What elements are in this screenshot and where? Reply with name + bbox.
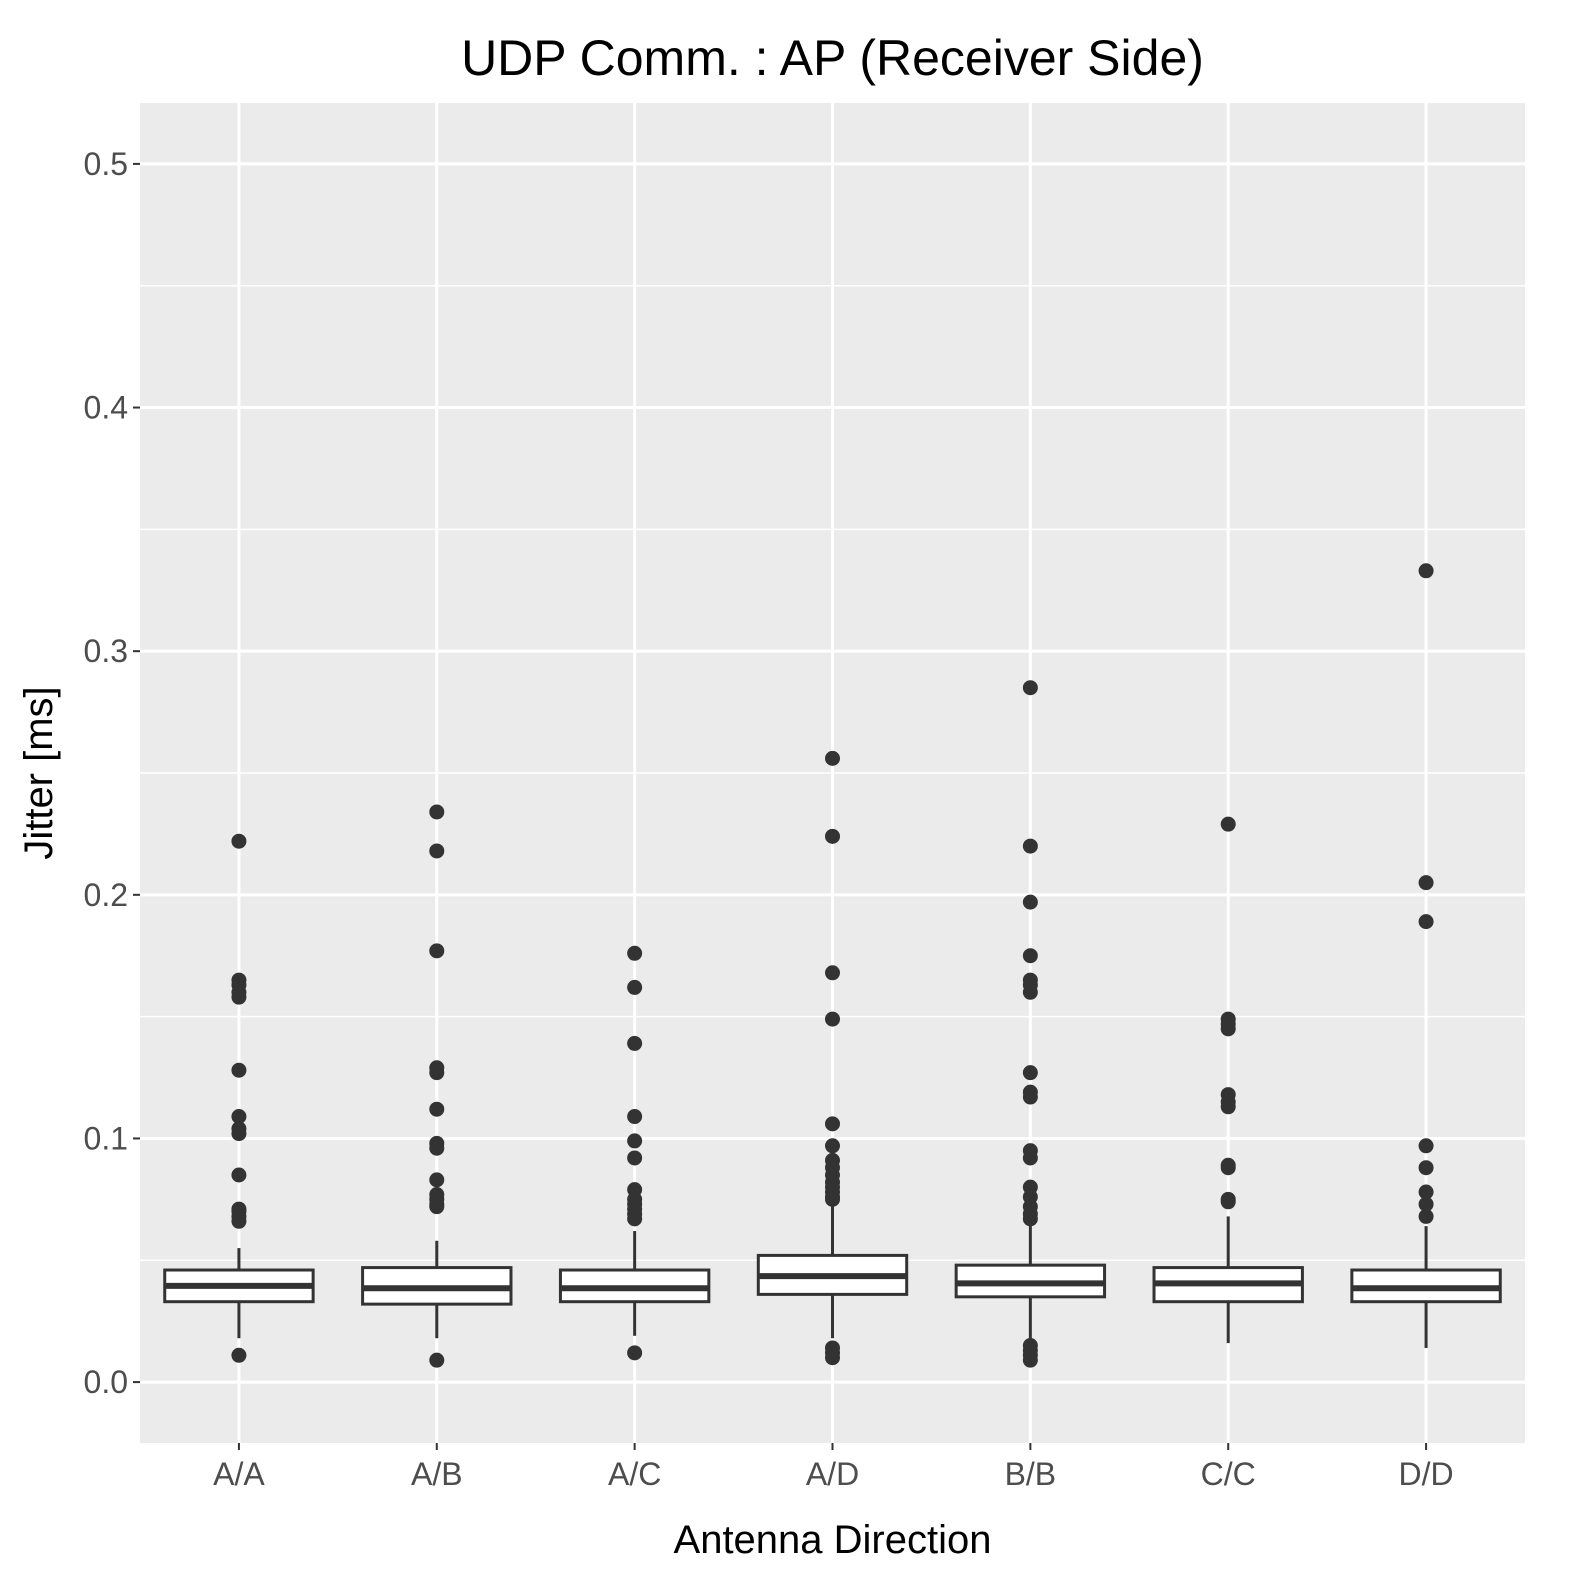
x-axis-ticks: A/A A/B A/C A/D B/B C/C D/D [213, 1443, 1454, 1492]
outlier-point [1022, 838, 1038, 854]
x-tick-label: A/D [806, 1456, 859, 1492]
y-tick-label: 0.4 [84, 390, 128, 426]
outlier-point [1220, 1099, 1236, 1115]
outlier-point [627, 1150, 643, 1166]
outlier-point [627, 1133, 643, 1149]
x-tick-label: D/D [1399, 1456, 1454, 1492]
x-tick-label: A/B [411, 1456, 463, 1492]
outlier-point [627, 945, 643, 961]
outlier-point [825, 1350, 840, 1366]
outlier-point [429, 804, 445, 820]
outlier-point [231, 1062, 247, 1078]
outlier-point [1220, 1160, 1236, 1176]
outlier-point [1022, 680, 1038, 696]
outlier-point [429, 943, 445, 959]
outlier-point [231, 1347, 247, 1363]
box-c-c [1152, 816, 1304, 1344]
x-tick-label: C/C [1201, 1456, 1256, 1492]
outlier-point [1418, 1184, 1434, 1200]
outlier-point [825, 1191, 840, 1207]
outlier-point [1418, 875, 1434, 891]
x-tick-label: A/C [608, 1456, 661, 1492]
box-a-d [756, 750, 909, 1366]
outlier-point [627, 1345, 643, 1361]
outlier-point [429, 1172, 445, 1188]
outlier-point [1418, 563, 1434, 579]
outlier-point [1022, 984, 1038, 1000]
y-tick-label: 0.2 [84, 877, 128, 913]
grid-lines [140, 103, 1525, 1443]
outlier-point [825, 1011, 840, 1027]
outlier-point [1022, 894, 1038, 910]
x-tick-label: B/B [1005, 1456, 1057, 1492]
outlier-point [231, 989, 247, 1005]
x-tick-label: A/A [213, 1456, 265, 1492]
outlier-point [627, 1035, 643, 1051]
outlier-point [429, 843, 445, 859]
outlier-point [1418, 1138, 1434, 1154]
box-series [163, 563, 1502, 1368]
outlier-point [231, 1109, 247, 1125]
outlier-point [825, 965, 840, 981]
box-d-d [1350, 563, 1502, 1348]
outlier-point [825, 1138, 840, 1154]
y-tick-label: 0.1 [84, 1120, 128, 1156]
outlier-point [429, 1065, 445, 1081]
y-tick-label: 0.0 [84, 1364, 128, 1400]
box-b-b [954, 680, 1107, 1368]
outlier-point [1220, 1021, 1236, 1037]
y-axis-ticks: 0.0 0.1 0.2 0.3 0.4 0.5 [84, 146, 140, 1400]
outlier-point [627, 1211, 643, 1227]
outlier-point [627, 1109, 643, 1125]
outlier-point [825, 1116, 840, 1132]
outlier-point [429, 1199, 445, 1215]
box-a-b [361, 804, 513, 1368]
outlier-point [1418, 1196, 1434, 1212]
outlier-point [1022, 948, 1038, 964]
x-axis-title: Antenna Direction [674, 1518, 992, 1562]
outlier-point [1220, 1194, 1236, 1210]
outlier-point [1022, 1065, 1038, 1081]
outlier-point [429, 1352, 445, 1368]
outlier-point [825, 750, 840, 766]
outlier-point [825, 828, 840, 844]
outlier-point [1022, 1089, 1038, 1105]
outlier-point [231, 1167, 247, 1183]
y-tick-label: 0.3 [84, 633, 128, 669]
chart-title: UDP Comm. : AP (Receiver Side) [461, 30, 1204, 86]
y-axis-title: Jitter [ms] [17, 686, 61, 859]
outlier-point [1418, 1208, 1434, 1224]
box-a-c [558, 945, 711, 1361]
y-tick-label: 0.5 [84, 146, 128, 182]
outlier-point [1418, 1160, 1434, 1176]
outlier-point [1022, 1211, 1038, 1227]
outlier-point [1418, 914, 1434, 930]
outlier-point [1220, 816, 1236, 832]
outlier-point [627, 979, 643, 995]
outlier-point [429, 1140, 445, 1156]
outlier-point [1022, 1150, 1038, 1166]
box-a-a [163, 833, 315, 1363]
outlier-point [231, 833, 247, 849]
outlier-point [429, 1101, 445, 1117]
outlier-point [231, 1126, 247, 1142]
outlier-point [231, 1213, 247, 1229]
outlier-point [1022, 1352, 1038, 1368]
